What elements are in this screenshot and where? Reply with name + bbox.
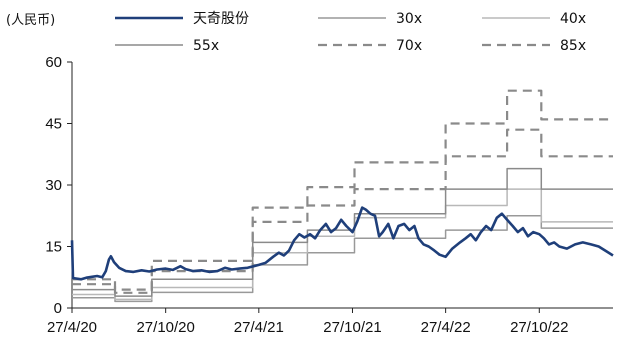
x-tick-label: 27/4/22 xyxy=(421,319,471,336)
y-tick-label: 60 xyxy=(45,54,62,71)
series-line-天奇股份 xyxy=(70,206,614,281)
x-tick-label: 27/4/20 xyxy=(47,319,97,336)
series-line-70x xyxy=(72,128,613,294)
x-tick-label: 27/10/20 xyxy=(136,319,194,336)
series-line-85x xyxy=(72,89,613,291)
unit-label: (人民币) xyxy=(6,13,55,28)
x-ticks: 27/4/20 27/10/20 27/4/21 27/10/21 27/4/22 27/… xyxy=(47,308,568,336)
y-tick-label: 45 xyxy=(45,116,62,133)
x-tick-label: 27/4/21 xyxy=(234,319,284,336)
legend-label: 40x xyxy=(560,11,586,27)
series-line-40x xyxy=(72,188,613,301)
y-ticks: 0 15 30 45 60 xyxy=(45,54,72,317)
legend-label: 55x xyxy=(193,38,219,54)
y-tick-label: 0 xyxy=(54,300,62,317)
legend-label: 天奇股份 xyxy=(193,10,249,27)
x-tick-label: 27/10/21 xyxy=(323,319,381,336)
x-tick-label: 27/10/22 xyxy=(510,319,568,336)
y-tick-label: 30 xyxy=(45,177,62,194)
legend-label: 85x xyxy=(560,38,586,54)
series-lines xyxy=(70,89,614,303)
y-tick-label: 15 xyxy=(45,239,62,256)
series-line-30x xyxy=(72,215,613,303)
legend: 天奇股份 30x 40x 55x 70x 85x xyxy=(115,10,586,54)
legend-label: 70x xyxy=(396,38,422,54)
legend-label: 30x xyxy=(396,11,422,27)
